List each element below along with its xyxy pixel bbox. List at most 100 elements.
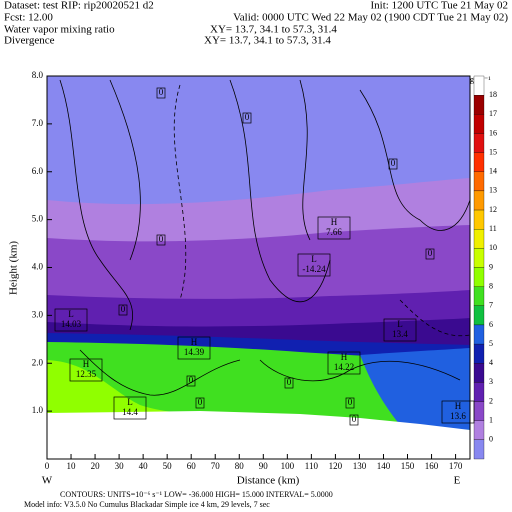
y-tick-label: 6.0 xyxy=(32,166,44,176)
extremum-box xyxy=(54,308,88,332)
colorbar-cell xyxy=(473,229,485,249)
zero-box xyxy=(118,304,128,316)
zero-box xyxy=(186,375,196,387)
colorbar-cell xyxy=(473,248,485,268)
colorbar-cell xyxy=(473,439,485,460)
x-end-label: E xyxy=(454,475,461,487)
extremum-kind: L xyxy=(311,254,317,264)
x-tick-label: 120 xyxy=(329,461,343,471)
x-end-label: W xyxy=(42,475,53,487)
zero-label: 0 xyxy=(189,375,194,385)
colorbar-cell xyxy=(473,75,485,96)
y-tick-label: 1.0 xyxy=(32,405,44,415)
contour xyxy=(109,79,141,261)
extremum-value: -14.24 xyxy=(302,264,326,274)
extremum-box xyxy=(113,396,147,420)
colorbar-label: 17 xyxy=(489,109,497,118)
extremum-value: 13.4 xyxy=(392,329,408,339)
colorbar-cell xyxy=(473,190,485,211)
extremum-kind: L xyxy=(68,309,74,319)
extremum-box xyxy=(297,253,331,277)
extremum: H14.39 xyxy=(177,336,211,360)
colorbar-cell xyxy=(473,420,485,441)
contour xyxy=(259,359,461,382)
x-tick-label: 130 xyxy=(353,461,367,471)
colorbar-label: 2 xyxy=(489,396,493,405)
y-tick-label: 5.0 xyxy=(32,214,44,224)
xy1: XY= 13.7, 34.1 to 57.3, 31.4 xyxy=(210,24,337,36)
extremum-value: 7.66 xyxy=(326,227,342,237)
extremum-kind: H xyxy=(455,401,462,411)
colorbar-cell xyxy=(473,363,485,383)
x-tick-label: 160 xyxy=(425,461,439,471)
extremum-kind: L xyxy=(127,397,133,407)
x-tick-label: 170 xyxy=(449,461,463,471)
field2: Divergence xyxy=(4,35,55,47)
x-tick-label: 90 xyxy=(259,461,269,471)
colorbar-cell xyxy=(473,95,485,115)
extremum-kind: H xyxy=(191,337,198,347)
valid: Valid: 0000 UTC Wed 22 May 02 (1900 CDT … xyxy=(233,12,508,24)
zero-label: 0 xyxy=(428,248,433,258)
colorbar-cell xyxy=(473,382,485,402)
extremum-value: 14.03 xyxy=(61,319,82,329)
zero-label: 0 xyxy=(121,304,126,314)
extremum-box xyxy=(383,318,417,342)
extremum: L-14.24 xyxy=(297,253,331,277)
x-tick-label: 10 xyxy=(67,461,77,471)
footer-contours: CONTOURS: UNITS=10⁻⁶ s⁻¹ LOW= -36.000 HI… xyxy=(60,490,333,499)
colorbar-cell xyxy=(473,171,485,192)
contour xyxy=(399,299,471,337)
zero-box xyxy=(195,397,205,409)
extremum-box xyxy=(327,351,361,375)
contour-lines xyxy=(59,79,471,396)
extremum-value: 14.4 xyxy=(122,407,138,417)
zero-label: 0 xyxy=(287,377,292,387)
colorbar-label: 8 xyxy=(489,281,493,290)
colorbar-label: 5 xyxy=(489,339,493,348)
x-tick-label: 60 xyxy=(187,461,197,471)
extremum: H14.22 xyxy=(327,351,361,375)
zero-label: 0 xyxy=(391,158,396,168)
zero-box xyxy=(425,248,435,260)
y-tick-label: 7.0 xyxy=(32,118,44,128)
colorbar-label: 16 xyxy=(489,128,497,137)
field1: Water vapor mixing ratio xyxy=(4,24,115,36)
colorbar-cell xyxy=(473,286,485,306)
zero-label: 0 xyxy=(159,234,164,244)
extremum: H13.6 xyxy=(441,400,475,424)
extremum: L14.03 xyxy=(54,308,88,332)
colorbar-cell xyxy=(473,133,485,153)
x-tick-label: 0 xyxy=(45,461,50,471)
extremum: H12.35 xyxy=(69,358,103,382)
colorbar-label: 3 xyxy=(489,377,493,386)
zero-box xyxy=(284,377,294,389)
zero-label: 0 xyxy=(348,397,353,407)
extremum-value: 12.35 xyxy=(76,369,97,379)
y-tick-label: 8.0 xyxy=(32,70,44,80)
extremum-kind: H xyxy=(341,352,348,362)
contour xyxy=(173,84,187,301)
x-tick-label: 80 xyxy=(235,461,245,471)
zero-box xyxy=(388,158,398,170)
extremum: L13.4 xyxy=(383,318,417,342)
colorbar-cell xyxy=(473,209,485,230)
colorbar-label: 1 xyxy=(489,416,493,425)
colorbar-label: 14 xyxy=(489,167,497,176)
colorbar-label: 12 xyxy=(489,205,497,214)
terrain xyxy=(47,411,470,459)
zero-box xyxy=(156,234,166,246)
colorbar-label: 0 xyxy=(489,435,493,444)
extremum-value: 13.6 xyxy=(450,411,466,421)
extremum-box xyxy=(441,400,475,424)
zero-label: 0 xyxy=(245,112,250,122)
colorbar-cell xyxy=(473,267,485,287)
x-tick-label: 40 xyxy=(139,461,149,471)
zero-box xyxy=(349,414,359,426)
zero-label: 0 xyxy=(159,87,164,97)
colorbar-label: 18 xyxy=(489,90,497,99)
y-tick-label: 4.0 xyxy=(32,262,44,272)
zero-box xyxy=(242,112,252,124)
colorbar-label: 10 xyxy=(489,243,497,252)
